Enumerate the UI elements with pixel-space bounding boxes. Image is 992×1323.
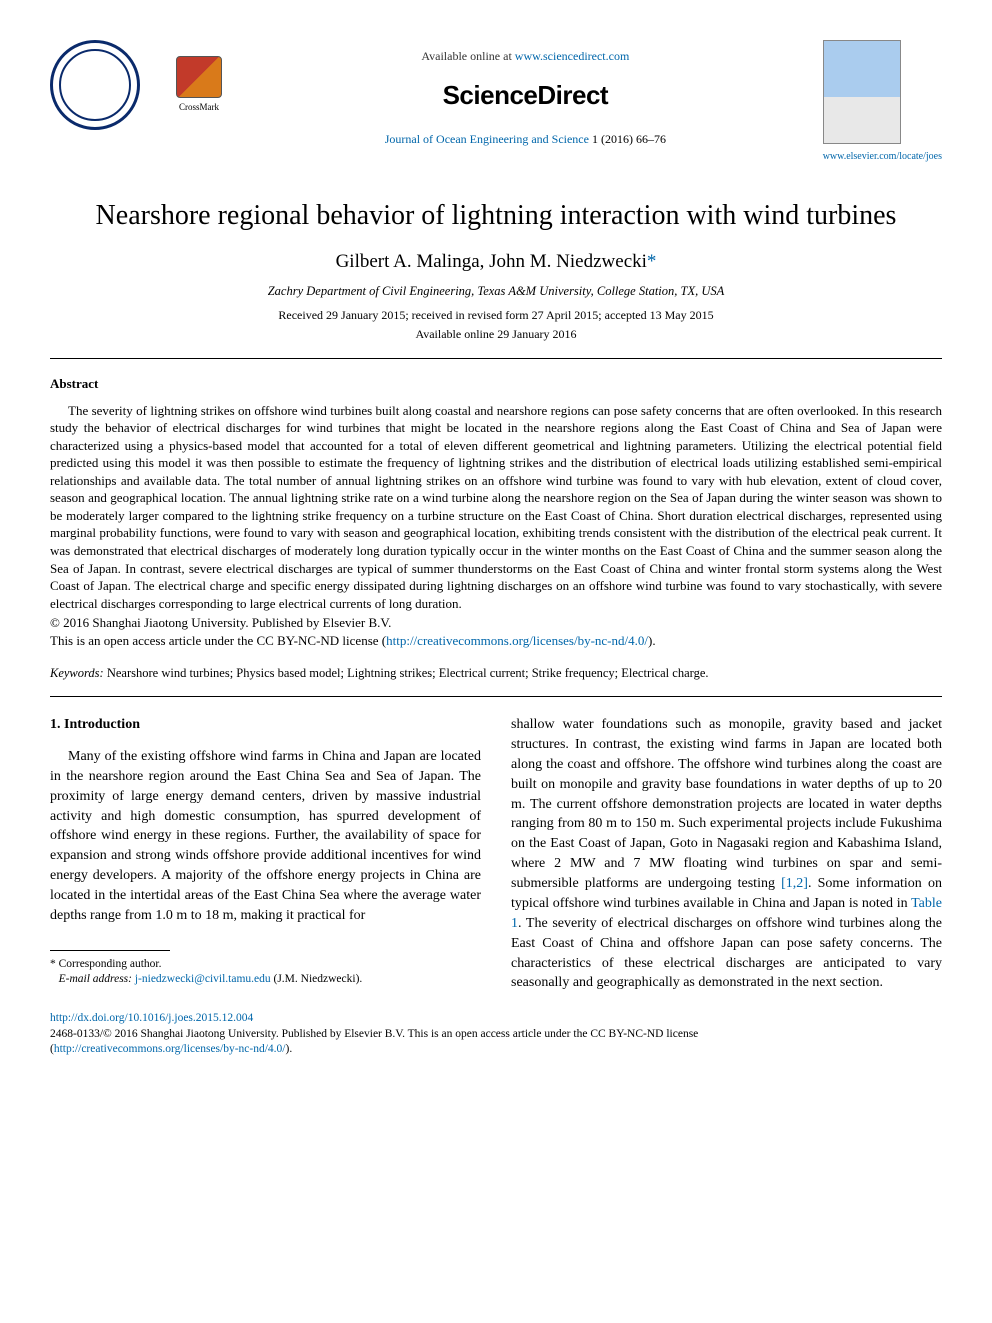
citation-tail: 1 (2016) 66–76 (589, 132, 666, 146)
doi-link[interactable]: http://dx.doi.org/10.1016/j.joes.2015.12… (50, 1012, 253, 1024)
elsevier-locate-link[interactable]: www.elsevier.com/locate/joes (823, 151, 942, 162)
intro-paragraph-right: shallow water foundations such as monopi… (511, 715, 942, 993)
divider-top (50, 358, 942, 359)
sciencedirect-logo: ScienceDirect (228, 77, 823, 113)
header: CrossMark Available online at www.scienc… (50, 40, 942, 166)
corresponding-marker: * (647, 251, 657, 272)
license-prefix: This is an open access article under the… (50, 633, 386, 648)
header-center: Available online at www.sciencedirect.co… (228, 40, 823, 148)
corresponding-footnote: * Corresponding author. (50, 957, 481, 973)
sciencedirect-url-link[interactable]: www.sciencedirect.com (515, 49, 630, 63)
license-line: This is an open access article under the… (50, 632, 942, 650)
available-prefix: Available online at (421, 49, 514, 63)
license-suffix: ). (648, 633, 656, 648)
email-label: E-mail address: (59, 973, 135, 985)
article-dates: Received 29 January 2015; received in re… (50, 307, 942, 324)
journal-citation: Journal of Ocean Engineering and Science… (228, 131, 823, 148)
intro-paragraph-left: Many of the existing offshore wind farms… (50, 747, 481, 926)
journal-cover-icon (823, 40, 901, 144)
abstract-body: The severity of lightning strikes on off… (50, 402, 942, 613)
body-columns: 1. Introduction Many of the existing off… (50, 715, 942, 993)
article-title: Nearshore regional behavior of lightning… (50, 196, 942, 235)
copyright-line: © 2016 Shanghai Jiaotong University. Pub… (50, 614, 942, 632)
column-left: 1. Introduction Many of the existing off… (50, 715, 481, 993)
affiliation: Zachry Department of Civil Engineering, … (50, 283, 942, 301)
right-text-1: shallow water foundations such as monopi… (511, 717, 942, 891)
email-link[interactable]: j-niedzwecki@civil.tamu.edu (135, 973, 271, 985)
email-footnote: E-mail address: j-niedzwecki@civil.tamu.… (50, 972, 481, 988)
footer-license-link[interactable]: http://creativecommons.org/licenses/by-n… (54, 1043, 286, 1055)
header-left: CrossMark (50, 40, 228, 130)
license-link[interactable]: http://creativecommons.org/licenses/by-n… (386, 633, 648, 648)
crossmark-badge[interactable]: CrossMark (170, 56, 228, 114)
column-right: shallow water foundations such as monopi… (511, 715, 942, 993)
crossmark-icon (176, 56, 222, 98)
divider-bottom (50, 696, 942, 697)
ref-1-2-link[interactable]: [1,2] (781, 876, 808, 891)
available-online-date: Available online 29 January 2016 (50, 326, 942, 343)
footnote-separator (50, 950, 170, 951)
footer-block: http://dx.doi.org/10.1016/j.joes.2015.12… (50, 1011, 942, 1058)
email-suffix: (J.M. Niedzwecki). (271, 973, 363, 985)
section-heading-intro: 1. Introduction (50, 715, 481, 735)
keywords-text: Nearshore wind turbines; Physics based m… (104, 666, 709, 680)
authors-names: Gilbert A. Malinga, John M. Niedzwecki (336, 251, 647, 272)
abstract-heading: Abstract (50, 375, 942, 393)
authors-line: Gilbert A. Malinga, John M. Niedzwecki* (50, 249, 942, 276)
header-right: www.elsevier.com/locate/joes (823, 40, 942, 166)
available-online-line: Available online at www.sciencedirect.co… (228, 48, 823, 65)
keywords-line: Keywords: Nearshore wind turbines; Physi… (50, 665, 942, 683)
license-paren-close: ). (286, 1043, 293, 1055)
keywords-label: Keywords: (50, 666, 104, 680)
issn-copyright-line: 2468-0133/© 2016 Shanghai Jiaotong Unive… (50, 1028, 698, 1040)
journal-name-link[interactable]: Journal of Ocean Engineering and Science (385, 132, 589, 146)
crossmark-label: CrossMark (179, 101, 219, 114)
university-logo (50, 40, 140, 130)
right-text-3: . The severity of electrical discharges … (511, 916, 942, 991)
abstract-text: The severity of lightning strikes on off… (50, 402, 942, 613)
